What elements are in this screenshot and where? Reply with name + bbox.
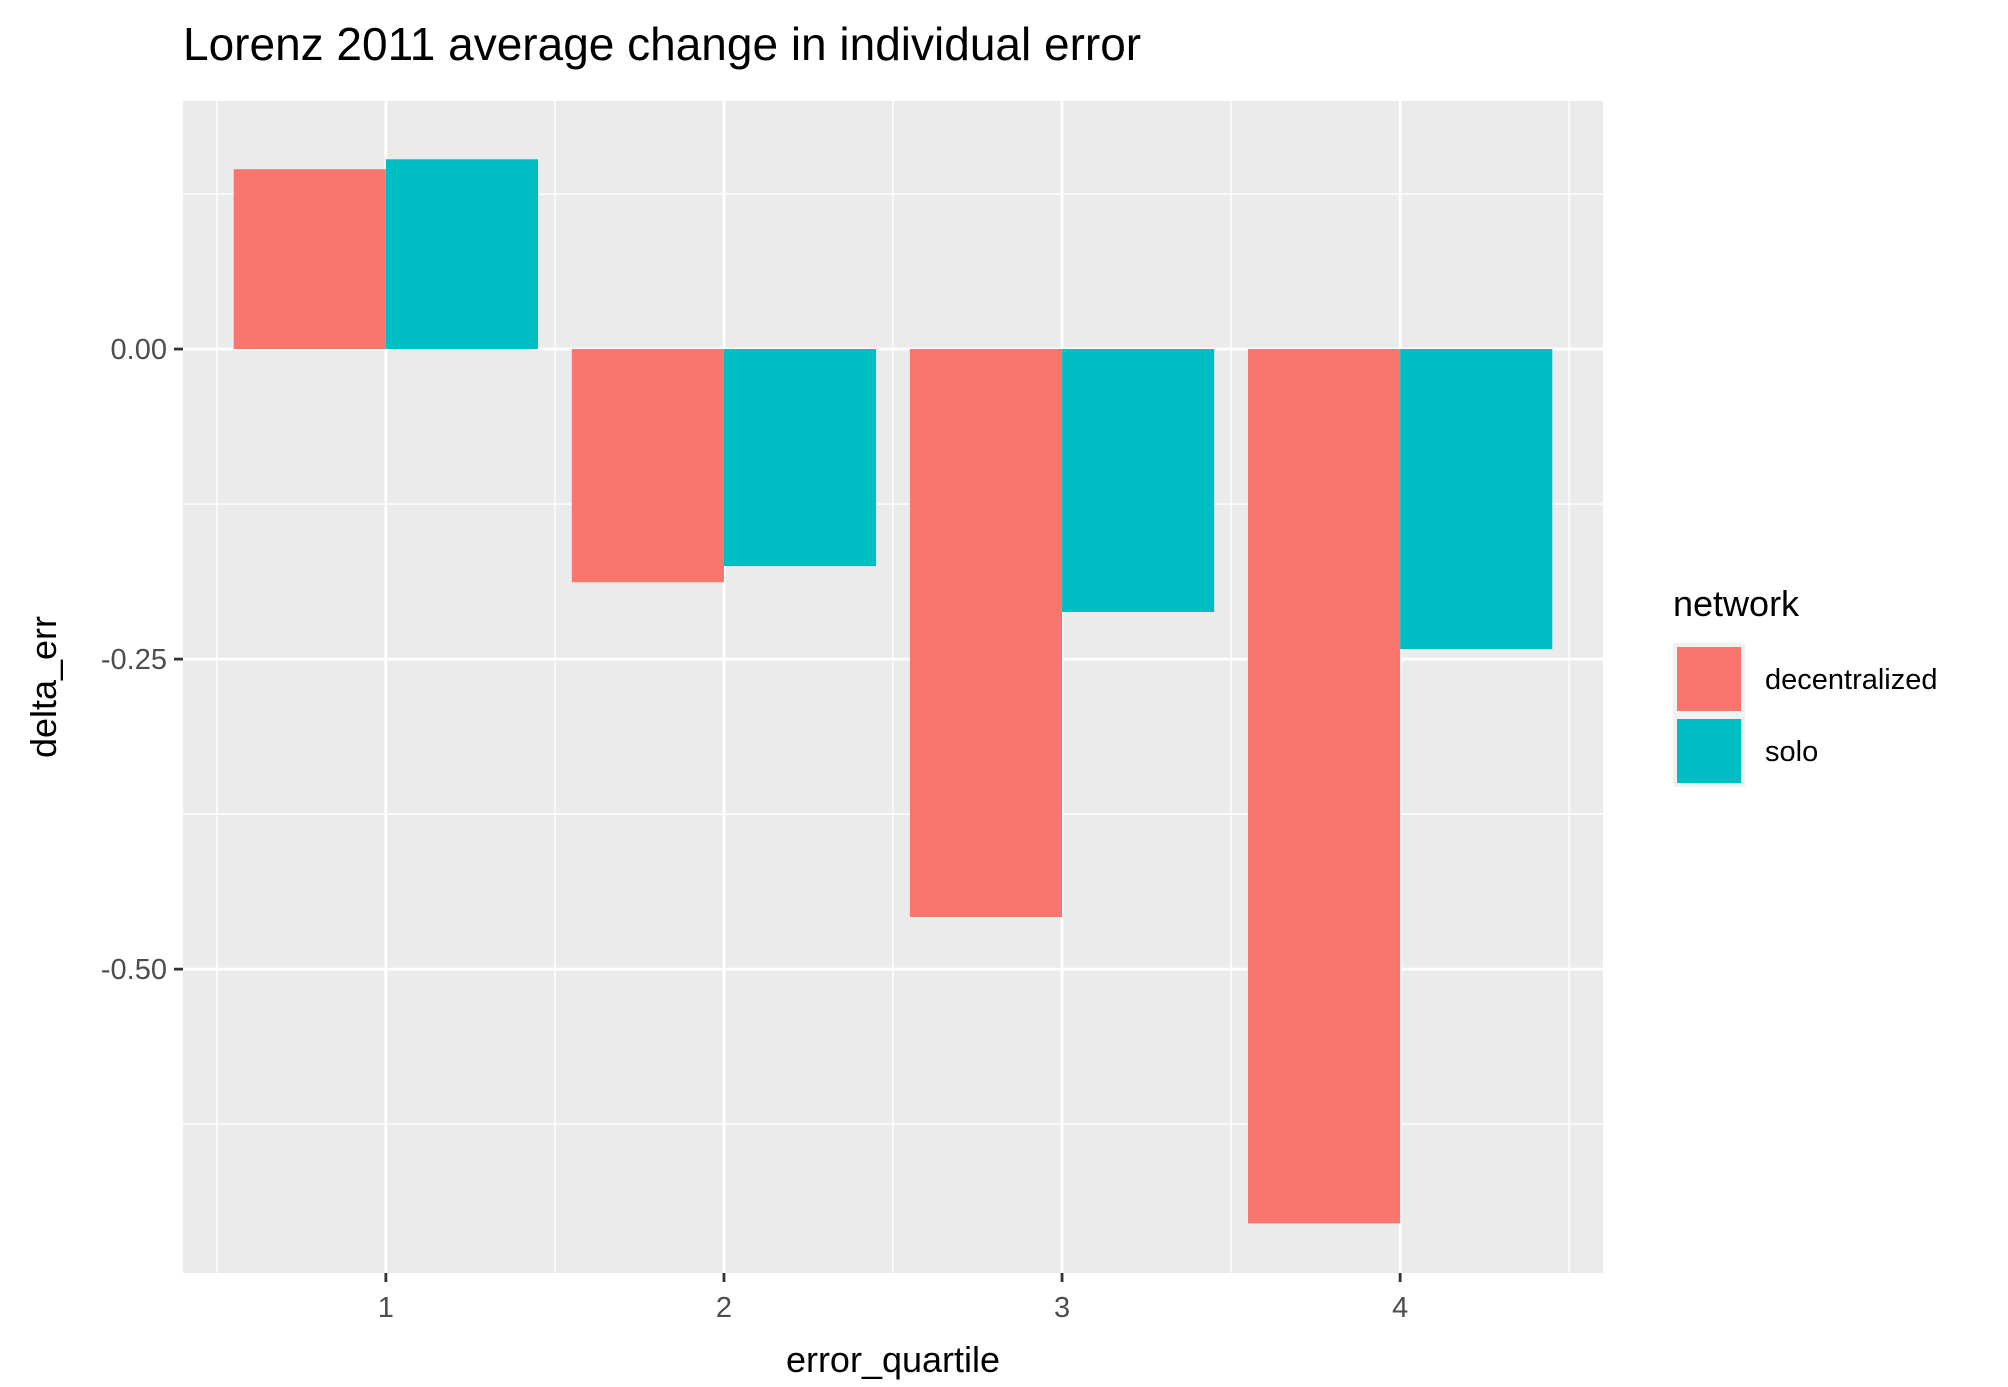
y-tick-label: -0.50 [101,954,167,986]
x-tick-label: 2 [716,1292,732,1324]
y-axis-title: delta_err [23,616,64,758]
chart-title: Lorenz 2011 average change in individual… [183,18,1141,70]
x-tick-label: 4 [1392,1292,1408,1324]
bars [233,159,1553,1224]
x-tick-label: 3 [1054,1292,1070,1324]
bar-decentralized [909,349,1063,918]
legend-label-solo: solo [1765,736,1818,768]
x-axis: 1 2 3 4 [378,1273,1408,1324]
x-tick-label: 1 [378,1292,394,1324]
bar-decentralized [233,169,386,350]
legend: network decentralized solo [1673,583,1938,787]
legend-key-solo [1677,719,1741,783]
y-tick-label: -0.25 [101,644,167,676]
y-axis: 0.00 -0.25 -0.50 [101,334,183,986]
y-tick-label: 0.00 [111,334,167,366]
legend-label-decentralized: decentralized [1765,664,1938,696]
bar-solo [723,349,877,567]
bar-decentralized [571,349,724,583]
legend-title: network [1673,583,1800,624]
x-axis-title: error_quartile [786,1339,1000,1380]
bar-solo [1400,349,1553,650]
bar-solo [1062,349,1215,612]
bar-solo [385,159,538,350]
bar-decentralized [1248,349,1401,1224]
legend-key-decentralized [1677,647,1741,711]
